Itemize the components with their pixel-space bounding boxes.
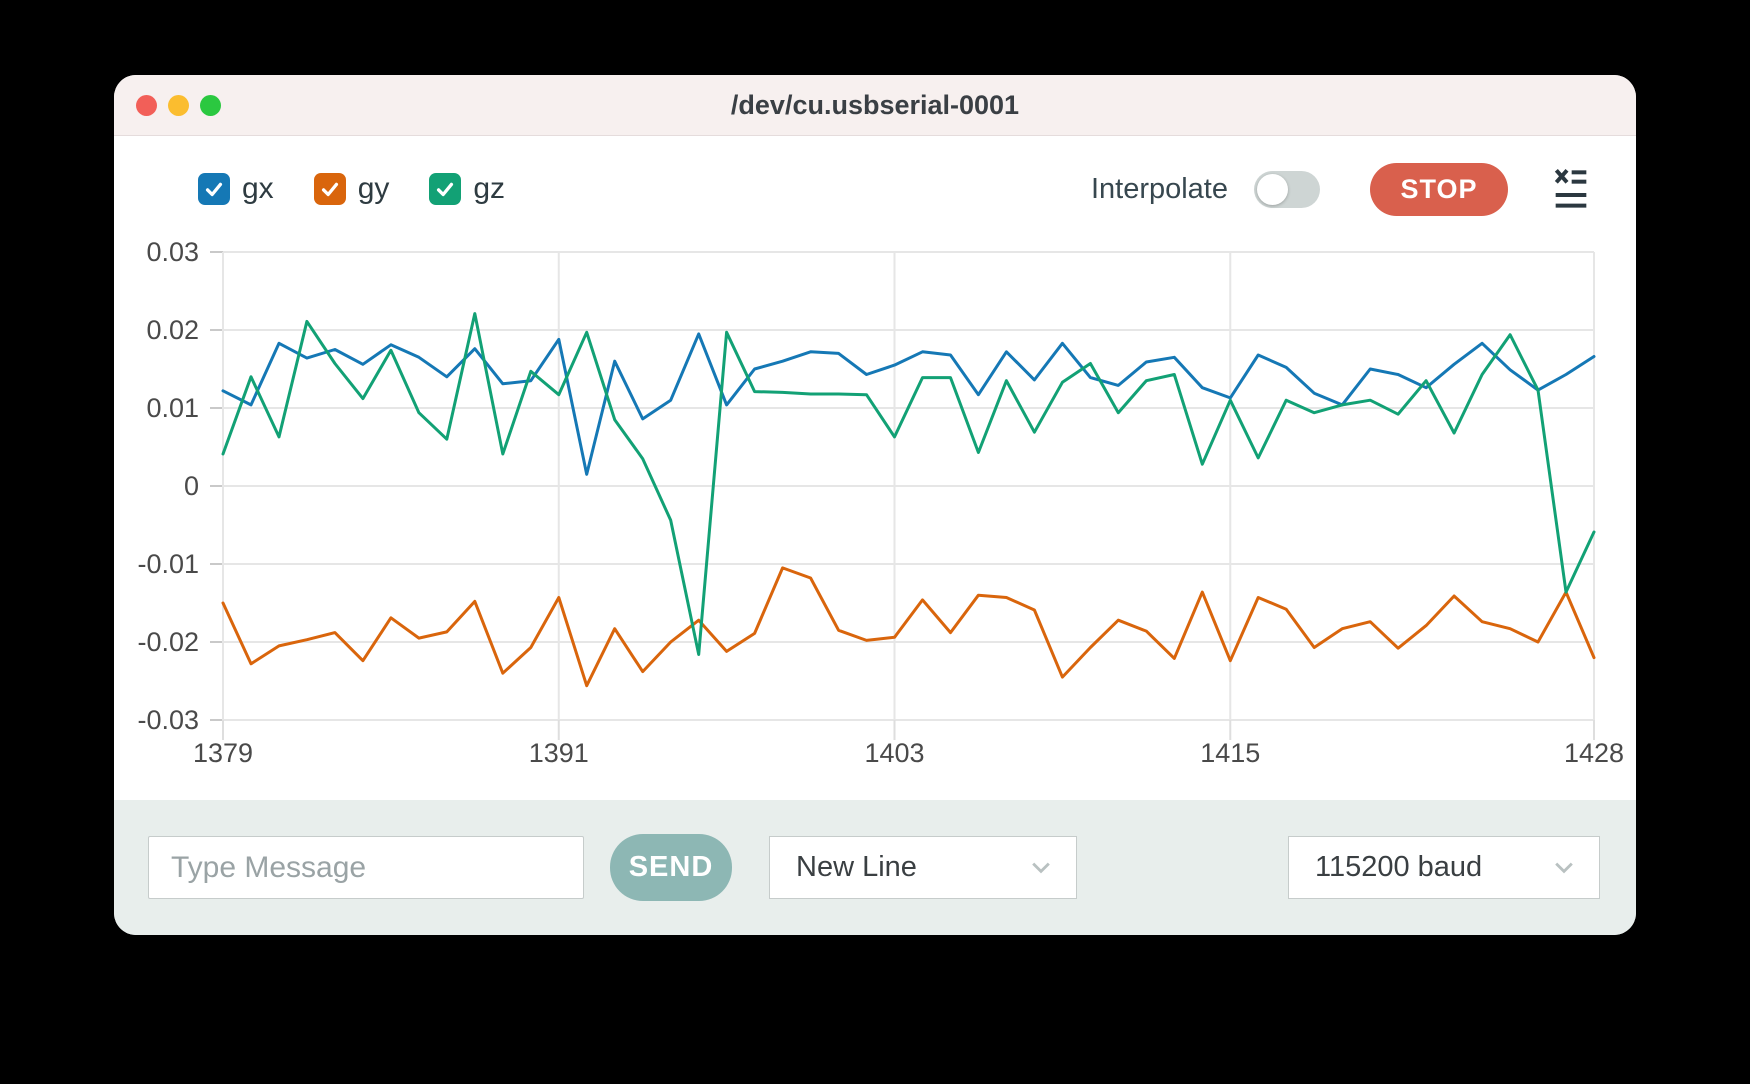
y-tick-label: 0.01 [146, 393, 199, 423]
legend-label-gz: gz [473, 172, 506, 205]
check-icon [205, 182, 223, 197]
check-icon [437, 182, 454, 197]
check-icon [321, 182, 338, 197]
send-button[interactable]: SEND [610, 834, 732, 901]
line-ending-value: New Line [796, 851, 917, 883]
interpolate-label: Interpolate [1090, 172, 1228, 205]
series-line-gy [221, 566, 1596, 688]
clear-console-button[interactable] [1552, 169, 1590, 208]
chevron-down-icon [1555, 862, 1573, 874]
interpolate-toggle[interactable] [1254, 170, 1320, 208]
window-title: /dev/cu.usbserial-0001 [730, 90, 1020, 120]
y-tick-label: -0.01 [137, 549, 199, 579]
baud-rate-value: 115200 baud [1315, 851, 1483, 883]
chevron-down-icon [1032, 862, 1050, 874]
x-tick-label: 1428 [1564, 738, 1624, 768]
x-tick-label: 1379 [193, 738, 253, 768]
x-tick-label: 1391 [529, 738, 589, 768]
stop-button[interactable]: STOP [1370, 162, 1508, 216]
legend-item-gx[interactable]: gx [198, 172, 274, 206]
checkbox-gz-checked[interactable] [429, 173, 462, 205]
toggle-knob [1257, 173, 1288, 205]
checkbox-gx-checked[interactable] [198, 173, 230, 205]
y-tick-label: 0 [184, 471, 199, 501]
clear-console-icon [1554, 169, 1587, 208]
legend-item-gz[interactable]: gz [429, 172, 505, 206]
legend-item-gy[interactable]: gy [313, 172, 390, 206]
x-tick-label: 1403 [864, 738, 924, 768]
legend-label-gx: gx [242, 172, 274, 205]
app-window: /dev/cu.usbserial-0001 gx gy [114, 75, 1636, 935]
minimize-button[interactable] [168, 94, 189, 116]
y-tick-label: -0.02 [137, 627, 199, 657]
titlebar: /dev/cu.usbserial-0001 [114, 75, 1636, 136]
traffic-lights [136, 75, 221, 135]
series-line-gx [221, 332, 1596, 476]
y-tick-label: -0.03 [137, 705, 199, 735]
series-line-gz [221, 312, 1596, 656]
toolbar: gx gy gz Interpolate [114, 136, 1636, 228]
y-tick-label: 0.02 [146, 315, 199, 345]
message-bar: SEND New Line 115200 baud [114, 800, 1636, 935]
y-tick-label: 0.03 [146, 237, 199, 267]
chart-legend: gx gy gz [198, 172, 505, 206]
baud-rate-select[interactable]: 115200 baud [1288, 836, 1600, 899]
message-input[interactable] [148, 836, 584, 899]
x-tick-label: 1415 [1200, 738, 1260, 768]
line-ending-select[interactable]: New Line [769, 836, 1077, 899]
checkbox-gy-checked[interactable] [313, 173, 346, 205]
close-button[interactable] [136, 94, 157, 116]
legend-label-gy: gy [357, 172, 390, 205]
zoom-button[interactable] [200, 94, 221, 116]
toolbar-right-controls: Interpolate STOP [1090, 162, 1590, 216]
